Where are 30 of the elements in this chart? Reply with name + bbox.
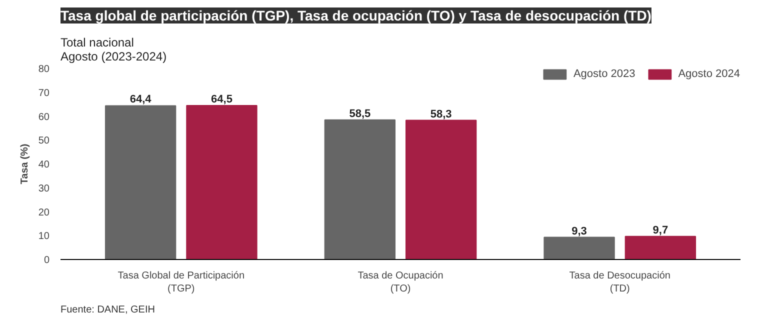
data-label: 58,5 [349,108,371,120]
legend-label: Agosto 2024 [678,68,740,80]
source-note: Fuente: DANE, GEIH [60,304,155,316]
bar [624,236,696,260]
bar [405,120,477,260]
chart-subtitle: Total nacional Agosto (2023-2024) [60,36,167,64]
bar [186,105,258,260]
data-label: 9,3 [572,225,587,238]
y-tick-label: 80 [38,64,50,75]
data-label: 64,5 [211,94,232,106]
y-axis-title: Tasa (%) [19,144,30,184]
y-tick-label: 0 [44,255,50,266]
y-tick-label: 60 [38,112,50,123]
data-label: 9,7 [652,224,668,236]
chart-title: Tasa global de participación (TGP), Tasa de ocupación (TO) y Tasa de desocupación (TD) [60,8,652,24]
x-tick-label: Tasa Global de Participación (TGP) [118,270,245,295]
legend-label: Agosto 2023 [573,68,636,80]
data-label: 64,4 [130,94,152,106]
y-tick-label: 40 [38,160,50,170]
y-tick-label: 10 [38,231,50,242]
bar [324,119,396,260]
y-tick-label: 70 [38,88,50,99]
y-tick-label: 30 [38,183,50,194]
data-label: 58,3 [430,108,452,120]
y-tick-label: 20 [38,207,50,218]
x-tick-label: Tasa de Desocupación (TD) [569,270,670,295]
bar [104,105,176,260]
x-tick-label: Tasa de Ocupación (TO) [358,270,444,295]
y-tick-label: 50 [38,136,50,147]
bar [544,236,615,260]
